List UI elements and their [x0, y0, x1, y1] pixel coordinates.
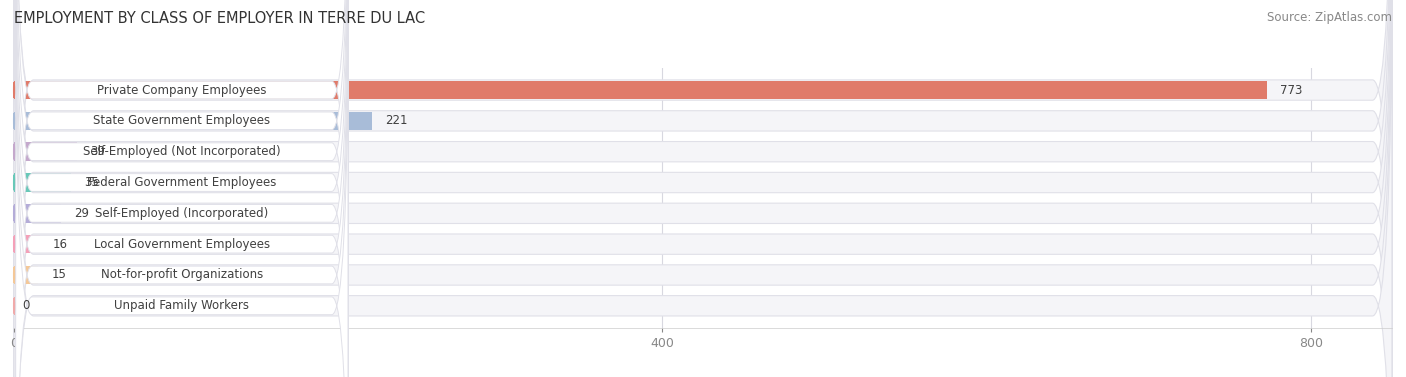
FancyBboxPatch shape	[15, 6, 349, 377]
Text: Private Company Employees: Private Company Employees	[97, 84, 267, 97]
Text: 35: 35	[84, 176, 98, 189]
Text: Federal Government Employees: Federal Government Employees	[87, 176, 277, 189]
Bar	[14, 143, 77, 161]
Text: Self-Employed (Incorporated): Self-Employed (Incorporated)	[96, 207, 269, 220]
Text: Not-for-profit Organizations: Not-for-profit Organizations	[101, 268, 263, 282]
FancyBboxPatch shape	[15, 0, 349, 377]
FancyBboxPatch shape	[14, 0, 1392, 377]
Text: State Government Employees: State Government Employees	[93, 114, 270, 127]
FancyBboxPatch shape	[14, 0, 1392, 377]
Text: 16: 16	[53, 238, 67, 251]
FancyBboxPatch shape	[14, 0, 1392, 377]
Text: 39: 39	[90, 145, 105, 158]
Text: 29: 29	[75, 207, 89, 220]
Text: 15: 15	[52, 268, 66, 282]
Text: 0: 0	[22, 299, 30, 312]
Bar	[14, 173, 70, 192]
FancyBboxPatch shape	[14, 0, 1392, 377]
FancyBboxPatch shape	[15, 0, 349, 377]
Text: Unpaid Family Workers: Unpaid Family Workers	[114, 299, 249, 312]
FancyBboxPatch shape	[14, 0, 1392, 377]
Text: 221: 221	[385, 114, 408, 127]
Bar	[14, 235, 39, 253]
FancyBboxPatch shape	[14, 0, 1392, 377]
FancyBboxPatch shape	[15, 0, 349, 377]
FancyBboxPatch shape	[15, 0, 349, 377]
Bar	[14, 112, 373, 130]
FancyBboxPatch shape	[15, 0, 349, 377]
Text: Source: ZipAtlas.com: Source: ZipAtlas.com	[1267, 11, 1392, 24]
Bar	[14, 204, 60, 222]
Bar	[14, 266, 38, 284]
FancyBboxPatch shape	[14, 0, 1392, 377]
Bar	[14, 81, 1267, 99]
FancyBboxPatch shape	[15, 0, 349, 377]
Text: EMPLOYMENT BY CLASS OF EMPLOYER IN TERRE DU LAC: EMPLOYMENT BY CLASS OF EMPLOYER IN TERRE…	[14, 11, 425, 26]
Text: Local Government Employees: Local Government Employees	[94, 238, 270, 251]
Bar	[14, 297, 17, 315]
Text: 773: 773	[1279, 84, 1302, 97]
FancyBboxPatch shape	[15, 0, 349, 377]
Text: Self-Employed (Not Incorporated): Self-Employed (Not Incorporated)	[83, 145, 281, 158]
FancyBboxPatch shape	[14, 0, 1392, 377]
